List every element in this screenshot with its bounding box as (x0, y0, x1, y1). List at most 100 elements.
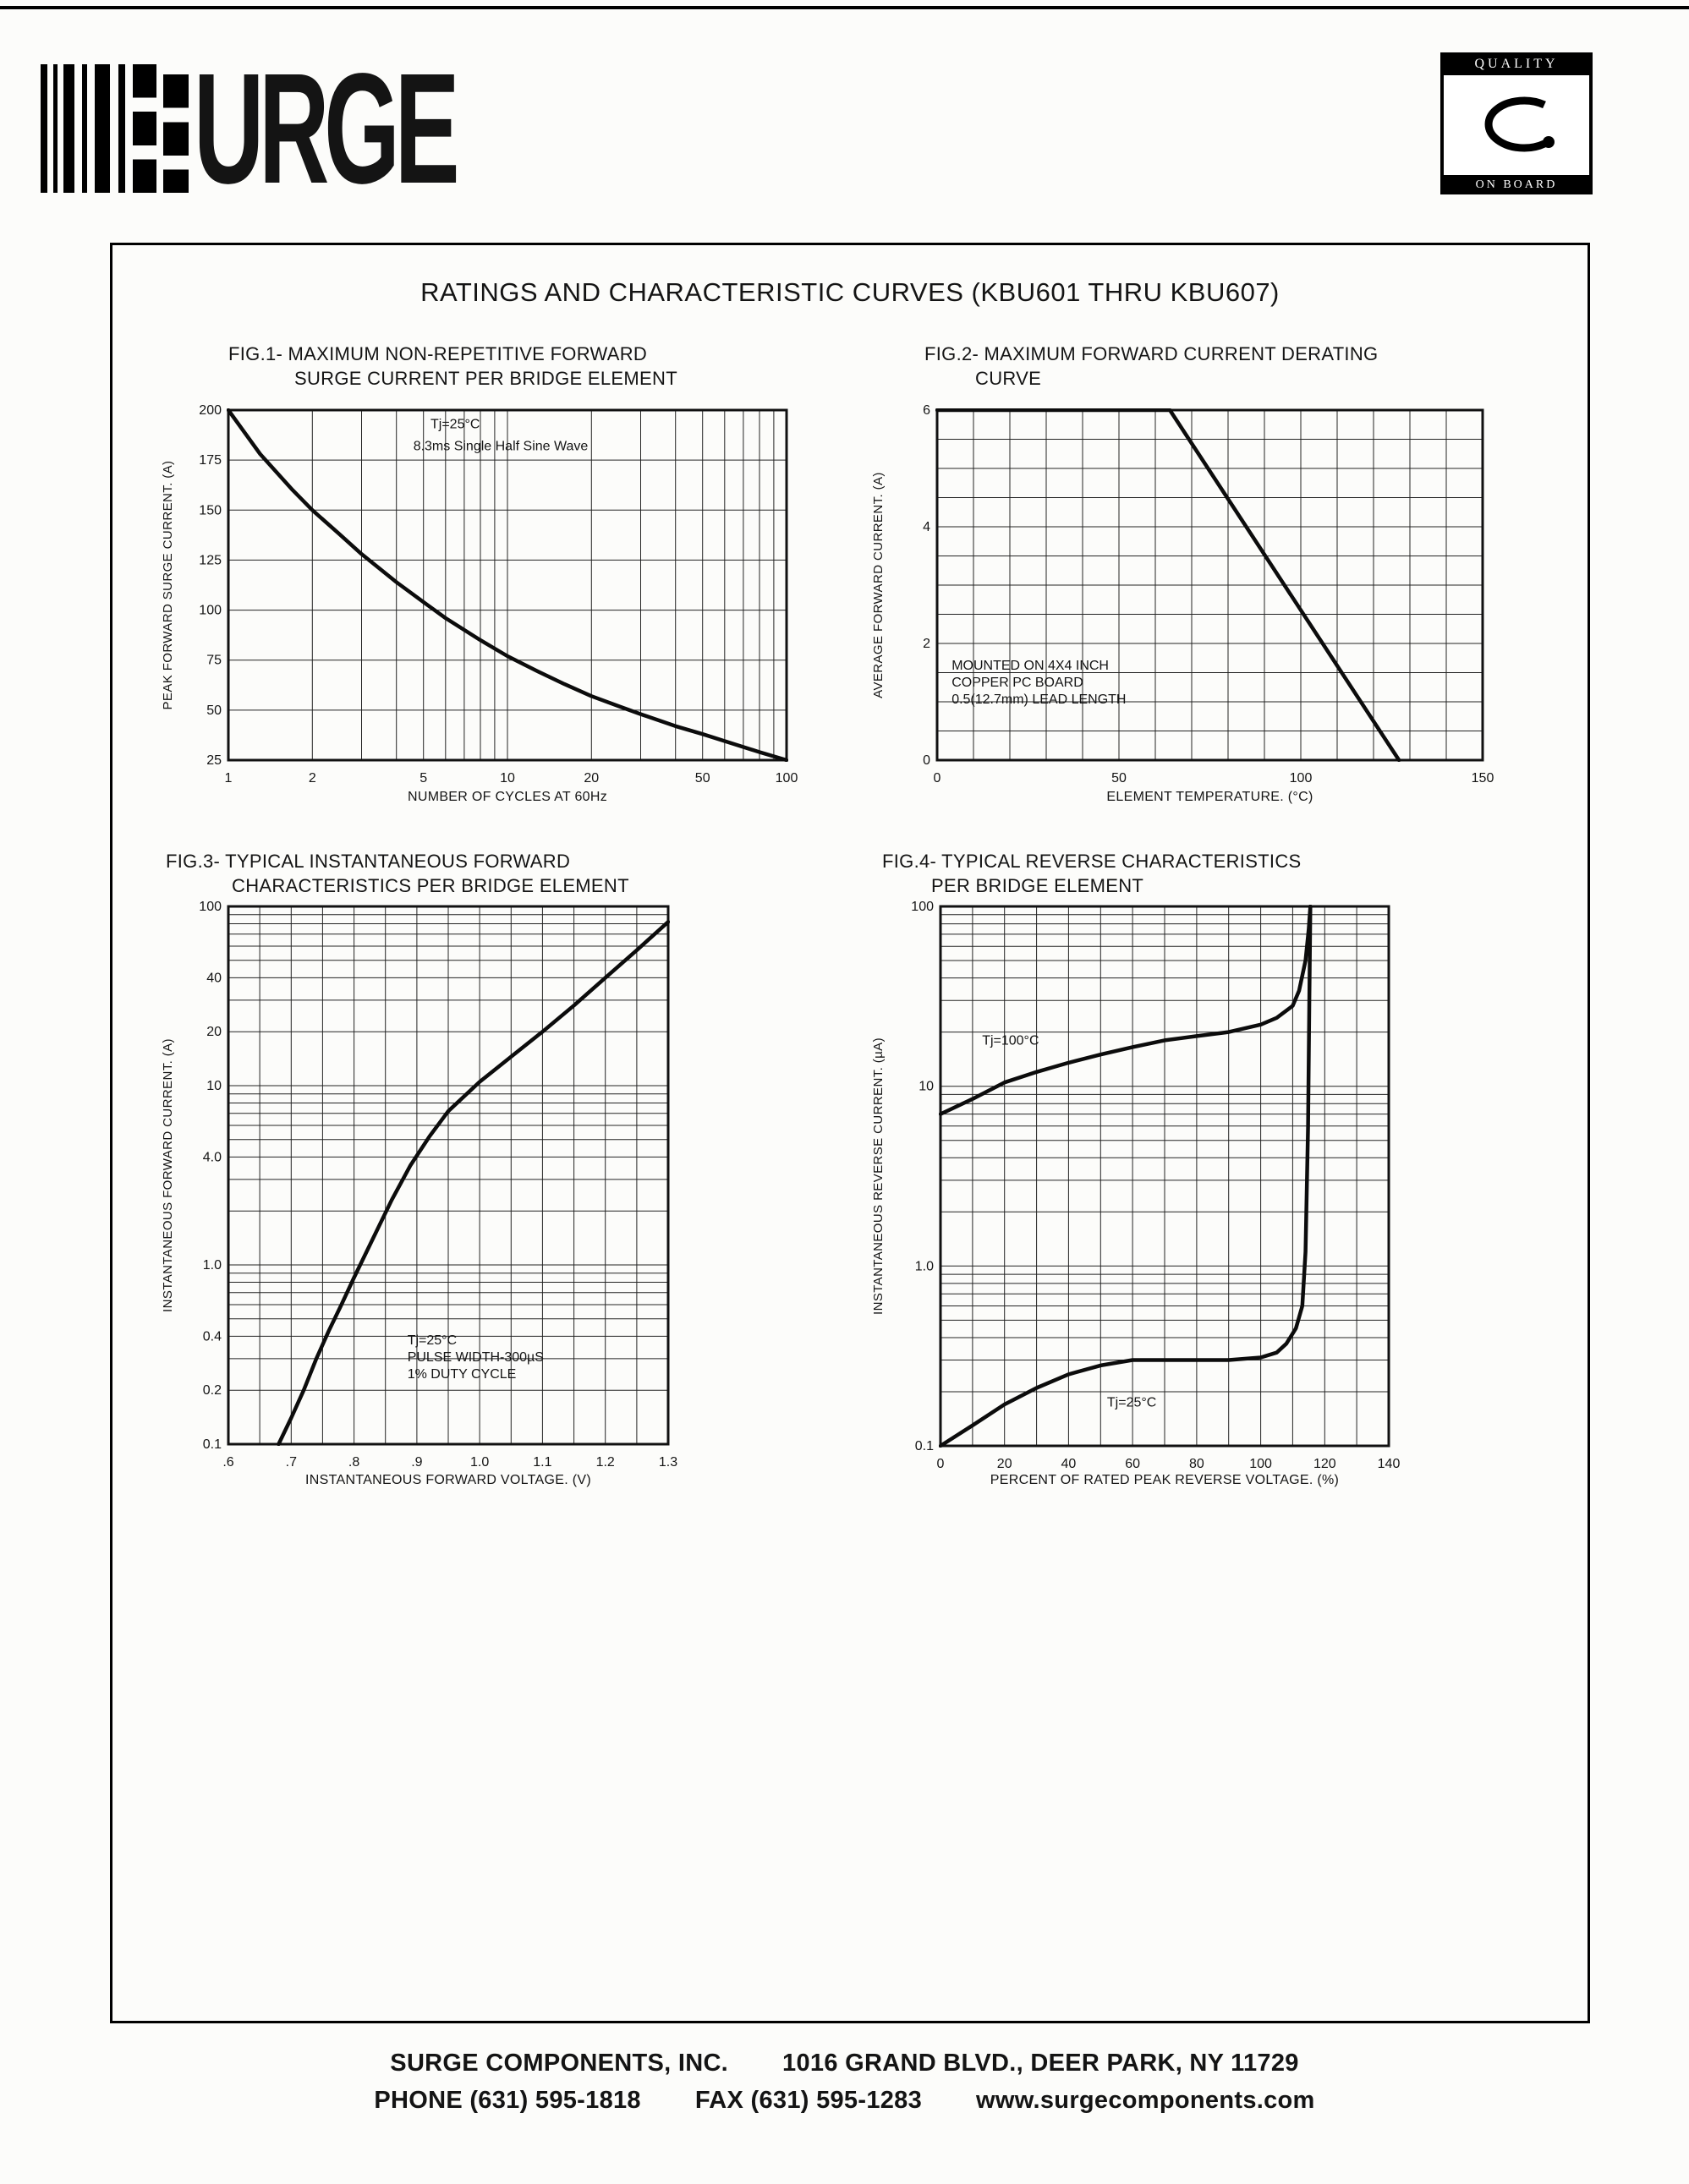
svg-text:1.1: 1.1 (533, 1455, 551, 1470)
svg-text:PULSE WIDTH-300µS: PULSE WIDTH-300µS (408, 1350, 544, 1365)
fig2-caption-line2: CURVE (975, 368, 1042, 389)
surge-logo: URGE (41, 41, 614, 216)
fig4-caption: FIG.4- TYPICAL REVERSE CHARACTERISTICS P… (882, 849, 1302, 898)
page-title: RATINGS AND CHARACTERISTIC CURVES (KBU60… (420, 277, 1280, 307)
svg-text:.7: .7 (286, 1455, 297, 1470)
svg-text:25: 25 (206, 753, 222, 768)
svg-text:20: 20 (206, 1025, 222, 1039)
svg-text:2: 2 (309, 771, 316, 785)
footer-company: SURGE COMPONENTS, INC. (390, 2050, 729, 2077)
fig1-caption-line2: SURGE CURRENT PER BRIDGE ELEMENT (294, 368, 677, 389)
svg-text:.6: .6 (222, 1455, 233, 1470)
fig1-caption: FIG.1- MAXIMUM NON-REPETITIVE FORWARD SU… (228, 342, 677, 391)
badge-onboard-label: ON BOARD (1440, 175, 1593, 194)
fig2-caption: FIG.2- MAXIMUM FORWARD CURRENT DERATING … (924, 342, 1378, 391)
fig2-plot: 0 50 100 150 6 4 2 0 MOUNTED ON 4X4 INCH COPPER P… (888, 400, 1496, 798)
fig4-canvas: 0 20 40 60 80 100 120 140 100 10 1.0 0.1 Tj=100°C Tj=… (911, 900, 1401, 1471)
fig1-y-axis-label: PEAK FORWARD SURGE CURRENT. (A) (161, 460, 175, 710)
svg-text:0.2: 0.2 (203, 1383, 222, 1398)
svg-text:50: 50 (695, 771, 710, 785)
fig1-x-axis-label: NUMBER OF CYCLES AT 60Hz (408, 790, 607, 804)
svg-text:0: 0 (934, 771, 941, 785)
svg-text:50: 50 (206, 703, 222, 718)
content-border-box (110, 243, 1590, 2023)
scan-top-line (0, 6, 1689, 9)
quality-on-board-badge: QUALITY ON BOARD (1440, 52, 1593, 194)
svg-text:125: 125 (199, 553, 222, 567)
svg-text:5: 5 (420, 771, 427, 785)
svg-text:Tj=100°C: Tj=100°C (982, 1034, 1039, 1048)
svg-text:0.1: 0.1 (915, 1439, 934, 1453)
footer-address: 1016 GRAND BLVD., DEER PARK, NY 11729 (782, 2050, 1299, 2077)
fig4-caption-line1: FIG.4- TYPICAL REVERSE CHARACTERISTICS (882, 851, 1302, 872)
barcode-icon (41, 64, 192, 193)
svg-text:0.5(12.7mm) LEAD LENGTH: 0.5(12.7mm) LEAD LENGTH (951, 692, 1126, 707)
fig4-x-axis-label: PERCENT OF RATED PEAK REVERSE VOLTAGE. (… (990, 1473, 1340, 1487)
svg-text:1% DUTY CYCLE: 1% DUTY CYCLE (408, 1367, 517, 1382)
fig3-caption: FIG.3- TYPICAL INSTANTANEOUS FORWARD CHA… (166, 849, 629, 898)
fig3-canvas: .6 .7 .8 .9 1.0 1.1 1.2 1.3 100 40 20 10 4.0 1.0 0.4 0.… (199, 900, 677, 1470)
svg-text:1.2: 1.2 (596, 1455, 615, 1470)
badge-emblem (1440, 75, 1593, 175)
svg-text:1.0: 1.0 (470, 1455, 489, 1470)
fig2-canvas: 0 50 100 150 6 4 2 0 MOUNTED ON 4X4 INCH COPPER P… (923, 403, 1494, 785)
svg-text:4: 4 (923, 520, 930, 534)
svg-text:0.4: 0.4 (203, 1329, 222, 1344)
svg-text:100: 100 (1249, 1457, 1272, 1471)
svg-text:.9: .9 (411, 1455, 422, 1470)
svg-text:Tj=25°C: Tj=25°C (408, 1333, 457, 1348)
svg-text:150: 150 (199, 503, 222, 517)
fig3-y-axis-label: INSTANTANEOUS FORWARD CURRENT. (A) (161, 1038, 175, 1312)
svg-text:140: 140 (1378, 1457, 1401, 1471)
fig4-y-axis-label: INSTANTANEOUS REVERSE CURRENT. (µA) (871, 1037, 886, 1315)
svg-text:80: 80 (1189, 1457, 1204, 1471)
svg-text:100: 100 (199, 900, 222, 914)
svg-text:150: 150 (1472, 771, 1494, 785)
logo-text: URGE (194, 41, 460, 216)
fig3-caption-line2: CHARACTERISTICS PER BRIDGE ELEMENT (232, 875, 629, 896)
footer-line2: PHONE (631) 595-1818 FAX (631) 595-1283 … (0, 2087, 1689, 2115)
svg-text:.8: .8 (348, 1455, 359, 1470)
svg-text:10: 10 (206, 1079, 222, 1093)
svg-text:0.1: 0.1 (203, 1437, 222, 1452)
svg-text:1.0: 1.0 (915, 1259, 934, 1273)
fig3-x-axis-label: INSTANTANEOUS FORWARD VOLTAGE. (V) (305, 1473, 591, 1487)
svg-text:60: 60 (1125, 1457, 1140, 1471)
svg-text:6: 6 (923, 403, 930, 418)
fig1-caption-line1: FIG.1- MAXIMUM NON-REPETITIVE FORWARD (228, 343, 648, 364)
svg-text:1.0: 1.0 (203, 1258, 222, 1273)
svg-text:20: 20 (584, 771, 599, 785)
footer-fax: FAX (631) 595-1283 (694, 2087, 923, 2114)
svg-text:0: 0 (923, 753, 930, 768)
svg-text:4.0: 4.0 (203, 1150, 222, 1164)
svg-text:100: 100 (911, 900, 934, 914)
svg-text:40: 40 (1061, 1457, 1077, 1471)
svg-text:0: 0 (937, 1457, 945, 1471)
svg-text:MOUNTED ON 4X4 INCH: MOUNTED ON 4X4 INCH (951, 659, 1109, 673)
svg-text:20: 20 (997, 1457, 1012, 1471)
svg-text:120: 120 (1313, 1457, 1336, 1471)
fig2-x-axis-label: ELEMENT TEMPERATURE. (°C) (1106, 790, 1313, 804)
svg-text:COPPER PC BOARD: COPPER PC BOARD (951, 676, 1083, 690)
svg-text:100: 100 (776, 771, 798, 785)
svg-text:Tj=25°C: Tj=25°C (1107, 1396, 1156, 1410)
svg-text:2: 2 (923, 637, 930, 651)
footer-line1: SURGE COMPONENTS, INC. 1016 GRAND BLVD.,… (0, 2050, 1689, 2077)
fig2-caption-line1: FIG.2- MAXIMUM FORWARD CURRENT DERATING (924, 343, 1379, 364)
svg-text:8.3ms Single Half Sine Wave: 8.3ms Single Half Sine Wave (414, 439, 589, 453)
fig2-y-axis-label: AVERAGE FORWARD CURRENT. (A) (871, 472, 886, 698)
svg-text:40: 40 (206, 971, 222, 985)
fig1-canvas: 1 2 5 10 20 50 100200175150125100755025Tj=25°C… (199, 403, 798, 785)
svg-text:10: 10 (919, 1080, 934, 1094)
svg-text:Tj=25°C: Tj=25°C (430, 417, 480, 431)
footer-phone: PHONE (631) 595-1818 (374, 2087, 641, 2114)
q-emblem-icon (1484, 96, 1555, 152)
svg-text:50: 50 (1111, 771, 1127, 785)
svg-text:100: 100 (199, 604, 222, 618)
fig4-caption-line2: PER BRIDGE ELEMENT (931, 875, 1144, 896)
svg-text:100: 100 (1290, 771, 1313, 785)
svg-text:1: 1 (225, 771, 233, 785)
fig3-caption-line1: FIG.3- TYPICAL INSTANTANEOUS FORWARD (166, 851, 571, 872)
svg-text:75: 75 (206, 654, 222, 668)
